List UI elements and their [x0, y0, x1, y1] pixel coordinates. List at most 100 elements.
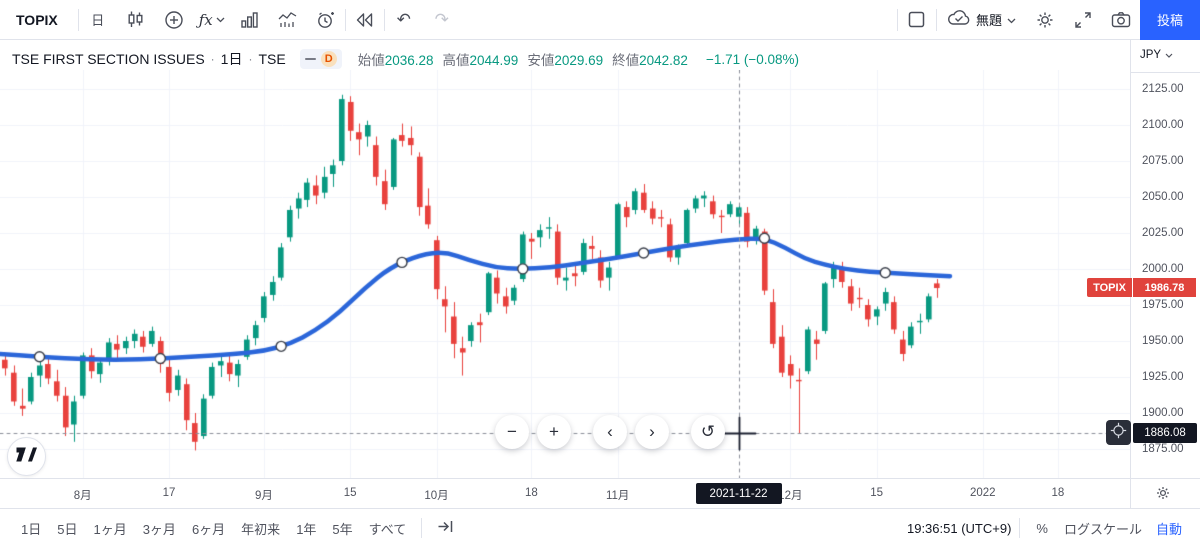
- delayed-data-badge: D: [320, 51, 337, 67]
- line-over-bars-icon: [278, 11, 298, 29]
- legend-title[interactable]: TSE FIRST SECTION ISSUES: [12, 51, 205, 67]
- range-button[interactable]: 1ヶ月: [93, 521, 127, 537]
- log-scale-button[interactable]: ログスケール: [1063, 521, 1142, 537]
- auto-scale-button[interactable]: 自動: [1155, 521, 1182, 537]
- toolbar-divider: [77, 8, 79, 31]
- range-button[interactable]: 6ヶ月: [191, 521, 226, 537]
- last-price-symbol: TOPIX: [1087, 278, 1132, 297]
- time-tick: 12月: [778, 490, 803, 502]
- undo-icon: ↶: [396, 9, 411, 29]
- range-button[interactable]: 5日: [57, 521, 78, 537]
- range-button[interactable]: 5年: [332, 521, 353, 537]
- layout-button[interactable]: [898, 0, 936, 40]
- clock-label[interactable]: 19:36:51 (UTC+9): [906, 520, 1012, 536]
- ohlc-item: 安値2029.69: [527, 53, 604, 68]
- chevron-down-icon: [1007, 12, 1016, 27]
- compare-button[interactable]: [155, 0, 193, 40]
- redo-button[interactable]: ↷: [423, 0, 461, 40]
- legend-separator: ·: [248, 52, 253, 66]
- crosshair-price-label: 1886.08: [1133, 423, 1197, 443]
- range-buttons: 1日 5日 1ヶ月 3ヶ月 6ヶ月 年初来 1年 5年 すべて: [14, 515, 413, 541]
- bar-replay-button[interactable]: [346, 0, 384, 40]
- publish-button[interactable]: 投稿: [1140, 0, 1200, 40]
- range-button[interactable]: 3ヶ月: [142, 521, 176, 537]
- currency-selector[interactable]: JPY: [1140, 49, 1173, 61]
- rewind-icon: [355, 12, 374, 28]
- zoom-in-button[interactable]: +: [537, 415, 571, 449]
- bottom-toolbar: 1日 5日 1ヶ月 3ヶ月 6ヶ月 年初来 1年 5年 すべて 19:36:51 (UTC+9)…: [0, 508, 1200, 547]
- toolbar-divider: [344, 8, 346, 31]
- layout-name-label: 無題: [975, 13, 1002, 28]
- go-to-date-button[interactable]: [430, 515, 460, 541]
- indicators-button[interactable]: ƒx: [193, 0, 231, 40]
- chart-nav-cluster: − + ‹ › ↺: [495, 415, 725, 449]
- time-tick: 18: [525, 487, 538, 499]
- time-tick: 15: [870, 487, 884, 499]
- reset-chart-button[interactable]: ↺: [691, 415, 725, 449]
- price-axis[interactable]: JPY 2125.00 2100.00 2075.00 2050.00 2025.00 2…: [1130, 40, 1200, 508]
- fullscreen-arrows-icon: [1074, 11, 1092, 29]
- fullscreen-button[interactable]: [1064, 0, 1102, 40]
- range-button[interactable]: 年初来: [241, 521, 281, 537]
- time-tick: 11月: [605, 490, 630, 502]
- target-icon: [1110, 422, 1127, 444]
- alert-button[interactable]: [307, 0, 345, 40]
- crosshair-tracker-button[interactable]: [1106, 420, 1131, 445]
- ohlc-values: 始値2036.28 高値2044.99 安値2029.69 終値2042.82: [358, 49, 688, 69]
- price-tick: 1950.00: [1142, 335, 1184, 347]
- chevron-down-icon: [216, 17, 225, 23]
- symbol-search-button[interactable]: TOPIX: [16, 11, 58, 28]
- percent-scale-button[interactable]: %: [1036, 520, 1048, 536]
- legend-interval[interactable]: 1日: [220, 51, 243, 67]
- range-button[interactable]: 1年: [296, 521, 317, 537]
- go-to-date-icon: [437, 518, 454, 538]
- alarm-clock-plus-icon: [316, 10, 336, 30]
- price-tick: 2050.00: [1142, 191, 1184, 203]
- last-price-value: 1986.78: [1133, 278, 1196, 297]
- currency-label: JPY: [1140, 49, 1162, 61]
- zoom-out-button[interactable]: −: [495, 415, 529, 449]
- save-layout-button[interactable]: 無題: [937, 0, 1026, 40]
- fx-icon: ƒx: [198, 10, 213, 29]
- axis-settings-gear-icon[interactable]: [1155, 485, 1171, 504]
- price-tick: 1975.00: [1142, 299, 1184, 311]
- time-tick: 8月: [73, 490, 92, 502]
- price-tick: 2000.00: [1142, 263, 1184, 275]
- change-value: −1.71 (−0.08%): [705, 51, 800, 67]
- price-tick: 2025.00: [1142, 227, 1184, 239]
- undo-button[interactable]: ↶: [385, 0, 423, 40]
- tradingview-logo-icon: [16, 447, 37, 467]
- legend-source-pill[interactable]: D: [299, 49, 342, 69]
- cloud-check-icon: [947, 9, 971, 30]
- axis-divider: [1131, 72, 1200, 73]
- gear-icon: [1035, 10, 1055, 30]
- single-layout-icon: [908, 11, 925, 28]
- toolbar-divider: [421, 518, 423, 538]
- candlestick-icon: [126, 10, 145, 29]
- scroll-right-button[interactable]: ›: [635, 415, 669, 449]
- chart-settings-button[interactable]: [1026, 0, 1064, 40]
- toolbar-divider: [383, 8, 385, 31]
- range-button[interactable]: すべて: [368, 521, 407, 537]
- legend-exchange[interactable]: TSE: [258, 51, 286, 67]
- price-tick: 2125.00: [1142, 83, 1184, 95]
- hide-dash-icon: [304, 58, 316, 60]
- time-tick: 2022: [969, 487, 996, 499]
- ohlc-item: 高値2044.99: [442, 53, 519, 68]
- time-tick: 18: [1051, 487, 1065, 499]
- top-toolbar: TOPIX 日 ƒx ↶ ↷: [0, 0, 1200, 40]
- pattern-forecast-button[interactable]: [269, 0, 307, 40]
- time-axis[interactable]: 8月 17 9月 15 10月 18 11月 12月 15 2022 18 2021-11-22: [0, 478, 1200, 508]
- time-tick: 9月: [254, 490, 273, 502]
- tradingview-logo[interactable]: [7, 437, 46, 476]
- snapshot-button[interactable]: [1102, 0, 1140, 40]
- indicator-templates-button[interactable]: [231, 0, 269, 40]
- chart-style-button[interactable]: [117, 0, 155, 40]
- range-button[interactable]: 1日: [21, 521, 42, 537]
- toolbar-divider: [1019, 518, 1021, 538]
- scroll-left-button[interactable]: ‹: [593, 415, 627, 449]
- interval-button[interactable]: 日: [91, 13, 105, 28]
- ohlc-item: 終値2042.82: [612, 53, 688, 68]
- candlestick-chart-canvas[interactable]: [0, 70, 1130, 478]
